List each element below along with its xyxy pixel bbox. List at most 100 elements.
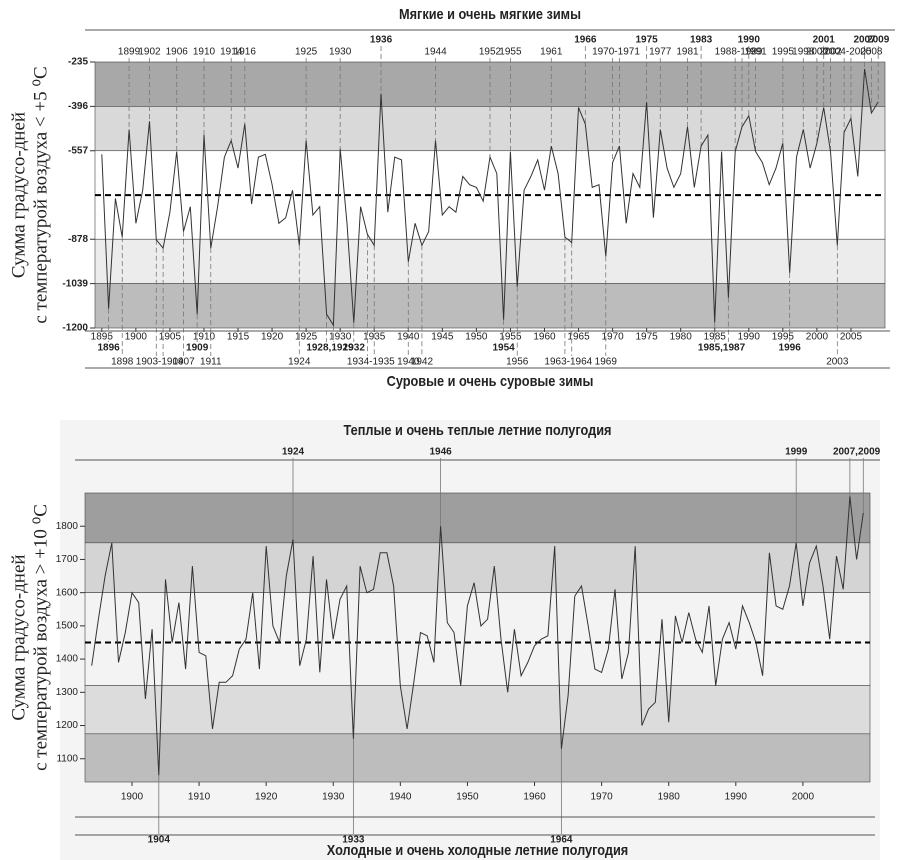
annotation: 1999: [785, 447, 808, 458]
annotation: 1944: [424, 47, 447, 58]
annotation: 1942: [411, 357, 434, 368]
annotation: 1930: [329, 47, 352, 58]
annotation: 1956: [506, 357, 529, 368]
x-tick-label: 1900: [125, 332, 148, 343]
annotation: 1916: [234, 47, 257, 58]
annotation: 1977: [649, 47, 672, 58]
annotation: 1909: [186, 343, 209, 354]
band: [84, 542, 871, 593]
x-tick-label: 1910: [193, 332, 216, 343]
y-tick-label: -1039: [62, 278, 88, 289]
annotation: 1936: [370, 35, 393, 46]
x-tick-label: 1915: [227, 332, 250, 343]
annotation: 1899: [118, 47, 141, 58]
x-tick-label: 2000: [792, 792, 815, 803]
annotation: 1981: [676, 47, 699, 58]
annotation: 1925: [295, 47, 318, 58]
annotation: 1985,1987: [698, 343, 746, 354]
annotation: 1910: [193, 47, 216, 58]
annotation: 1914: [220, 47, 243, 58]
annotation: 1902: [138, 47, 161, 58]
chart-title: Мягкие и очень мягкие зимы: [399, 5, 581, 22]
y-tick-label: 1400: [56, 654, 79, 665]
annotation: 1946: [429, 447, 452, 458]
band: [84, 592, 871, 686]
y-tick-label: -396: [68, 101, 88, 112]
y-tick-label: -557: [68, 145, 88, 156]
annotation: 1896: [97, 343, 120, 354]
y-tick-label: 1600: [56, 587, 79, 598]
y-tick-label: -1200: [62, 323, 88, 334]
y-axis-label: с температурой воздуха > +10 ⁰C: [30, 504, 51, 771]
x-tick-label: 1960: [533, 332, 556, 343]
annotation: 1954: [492, 343, 515, 354]
y-tick-label: 1300: [56, 687, 79, 698]
y-axis-label: Сумма градусо-дней: [8, 112, 29, 278]
annotation: 1983: [690, 35, 713, 46]
annotation: 2002: [819, 47, 842, 58]
annotation: 1933: [342, 835, 365, 846]
x-tick-label: 1960: [523, 792, 546, 803]
annotation: 2000: [806, 47, 829, 58]
x-tick-label: 1975: [636, 332, 659, 343]
x-tick-label: 1920: [261, 332, 284, 343]
x-tick-label: 1895: [91, 332, 114, 343]
band: [94, 106, 886, 152]
annotation: 2004-2005: [824, 47, 872, 58]
annotation: 1932: [343, 343, 366, 354]
x-tick-label: 2005: [840, 332, 863, 343]
annotation: 1961: [540, 47, 563, 58]
y-tick-label: -878: [68, 234, 88, 245]
annotation: 1995: [772, 47, 795, 58]
annotation: 1998: [792, 47, 815, 58]
annotation: 1924: [282, 447, 305, 458]
band: [94, 283, 886, 329]
band: [84, 492, 871, 544]
annotation: 1903-1904: [136, 357, 184, 368]
annotation: 1911: [200, 357, 222, 368]
x-tick-label: 1980: [658, 792, 681, 803]
x-tick-label: 1955: [499, 332, 522, 343]
band: [84, 685, 871, 735]
x-tick-label: 2000: [806, 332, 829, 343]
x-tick-label: 1905: [159, 332, 182, 343]
annotation: 1964: [550, 835, 573, 846]
annotation: 2007: [853, 35, 876, 46]
annotation: 1934-1935: [347, 357, 395, 368]
y-tick-label: 1800: [56, 521, 79, 532]
x-tick-label: 1970: [601, 332, 624, 343]
series-line: [91, 496, 864, 776]
annotation: 2007,2009: [833, 447, 881, 458]
bottom-title: Холодные и очень холодные летние полугод…: [327, 841, 629, 858]
y-axis-label: Сумма градусо-дней: [8, 554, 29, 720]
series-line: [101, 68, 879, 327]
annotation: 2009: [867, 35, 890, 46]
x-tick-label: 1970: [590, 792, 613, 803]
x-tick-label: 1930: [322, 792, 345, 803]
x-tick-label: 1965: [567, 332, 590, 343]
annotation: 1906: [166, 47, 189, 58]
annotation: 1996: [779, 343, 802, 354]
x-tick-label: 1920: [255, 792, 278, 803]
x-tick-label: 1950: [456, 792, 479, 803]
y-tick-label: 1500: [56, 621, 79, 632]
x-tick-label: 1950: [465, 332, 488, 343]
annotation: 1952: [479, 47, 502, 58]
x-tick-label: 1990: [738, 332, 761, 343]
annotation: 1955: [499, 47, 522, 58]
chart-title: Теплые и очень теплые летние полугодия: [344, 421, 612, 438]
bottom-title: Суровые и очень суровые зимы: [387, 372, 594, 389]
annotation: 1970-1971: [592, 47, 640, 58]
annotation: 1898: [111, 357, 134, 368]
y-tick-label: -235: [68, 57, 88, 68]
y-axis-label: с температурой воздуха < +5 ⁰C: [30, 66, 51, 323]
band: [84, 733, 871, 783]
y-tick-label: 1700: [56, 554, 79, 565]
x-tick-label: 1930: [329, 332, 352, 343]
annotation: 1966: [574, 35, 597, 46]
annotation: 1975: [636, 35, 659, 46]
annotation: 1907: [172, 357, 195, 368]
annotation: 2001: [813, 35, 836, 46]
band: [94, 238, 886, 284]
